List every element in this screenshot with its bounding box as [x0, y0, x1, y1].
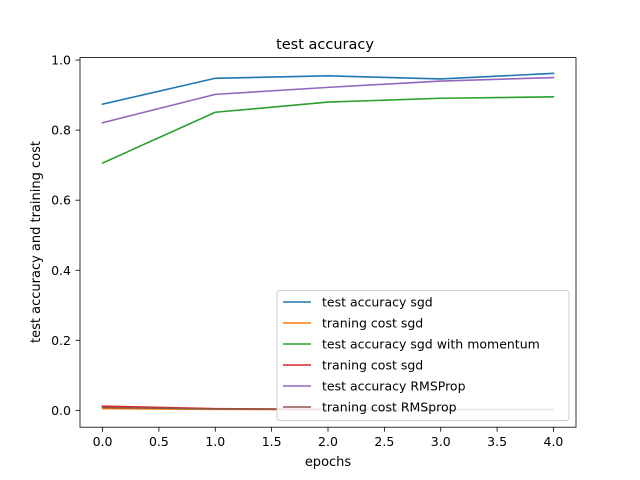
- x-tick-label: 0.0: [93, 434, 113, 449]
- chart-title: test accuracy: [276, 37, 374, 53]
- legend-label: traning cost sgd: [322, 316, 423, 331]
- y-tick-label: 1.0: [51, 53, 71, 68]
- y-tick-label: 0.2: [51, 333, 71, 348]
- y-tick-label: 0.0: [51, 403, 71, 418]
- x-tick-label: 3.0: [431, 434, 451, 449]
- x-tick-label: 1.0: [205, 434, 225, 449]
- legend-label: test accuracy sgd with momentum: [322, 337, 540, 352]
- y-axis-ticks: 0.0 0.2 0.4 0.6 0.8 1.0: [51, 53, 80, 418]
- y-axis-label: test accuracy and training cost: [29, 141, 44, 343]
- series-line-2: [101, 96, 555, 165]
- x-tick-label: 4.0: [544, 434, 564, 449]
- x-tick-label: 1.5: [262, 434, 282, 449]
- x-tick-label: 2.5: [374, 434, 394, 449]
- legend-label: traning cost sgd: [322, 358, 423, 373]
- x-tick-label: 0.5: [149, 434, 169, 449]
- y-tick-label: 0.4: [51, 263, 71, 278]
- legend-label: test accuracy sgd: [322, 295, 433, 310]
- x-tick-label: 2.0: [318, 434, 338, 449]
- legend-label: test accuracy RMSProp: [322, 379, 466, 394]
- x-axis-label: epochs: [305, 455, 352, 470]
- series-line-4: [101, 76, 555, 124]
- x-tick-label: 3.5: [487, 434, 507, 449]
- legend-box: [276, 290, 570, 421]
- series-line-0: [101, 72, 555, 106]
- y-tick-label: 0.8: [51, 123, 71, 138]
- y-tick-label: 0.6: [51, 193, 71, 208]
- legend-label: traning cost RMSprop: [322, 400, 457, 415]
- x-axis-ticks: 0.0 0.5 1.0 1.5 2.0 2.5 3.0 3.5 4.0: [93, 427, 564, 449]
- legend: test accuracy sgd traning cost sgd test ac…: [276, 290, 570, 421]
